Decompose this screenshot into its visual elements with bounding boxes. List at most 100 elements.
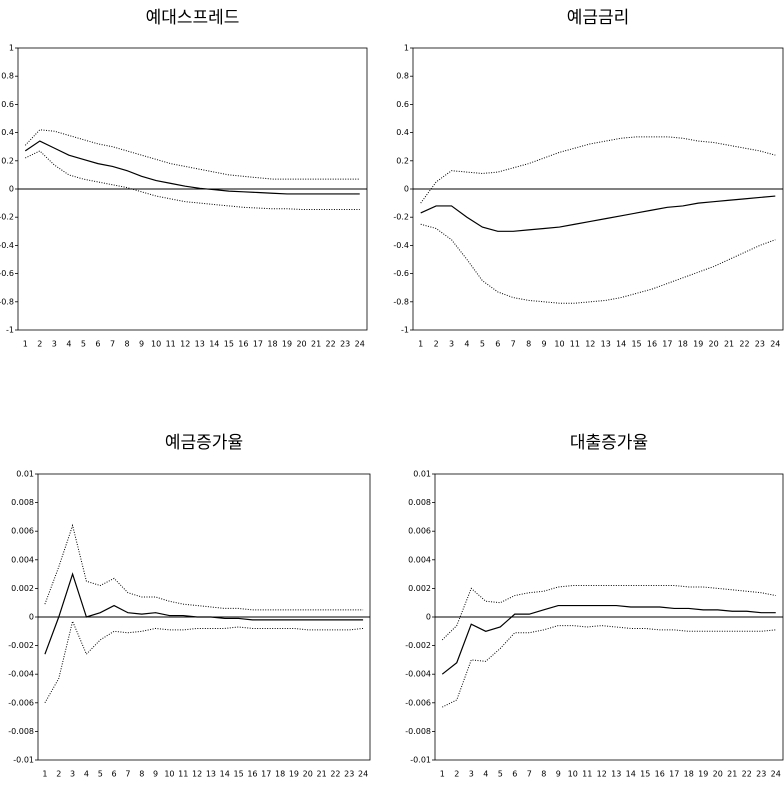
- chart-title: 예대스프레드: [146, 8, 240, 28]
- x-tick-label: 2: [454, 770, 459, 779]
- x-tick-label: 5: [498, 770, 503, 779]
- y-tick-label: 0.4: [396, 128, 409, 137]
- y-tick-label: 0.8: [1, 72, 14, 81]
- x-tick-label: 23: [344, 770, 354, 779]
- y-tick-label: -0.6: [0, 269, 14, 278]
- x-tick-label: 23: [340, 340, 350, 349]
- y-tick-label: 0.008: [408, 498, 431, 507]
- x-tick-label: 15: [631, 340, 641, 349]
- x-tick-label: 13: [206, 770, 216, 779]
- x-tick-label: 8: [125, 340, 130, 349]
- x-tick-label: 6: [495, 340, 500, 349]
- response-line: [420, 195, 776, 232]
- x-tick-label: 24: [771, 770, 781, 779]
- x-tick-label: 11: [166, 340, 176, 349]
- x-tick-label: 20: [709, 340, 719, 349]
- x-tick-label: 11: [582, 770, 592, 779]
- x-tick-label: 2: [56, 770, 61, 779]
- x-tick-label: 17: [669, 770, 679, 779]
- x-tick-label: 2: [37, 340, 42, 349]
- x-tick-label: 19: [698, 770, 708, 779]
- x-tick-label: 21: [727, 770, 737, 779]
- y-tick-label: -0.002: [8, 641, 34, 650]
- y-tick-label: -0.8: [393, 297, 409, 306]
- y-tick-label: -0.008: [405, 727, 431, 736]
- x-tick-label: 1: [418, 340, 423, 349]
- y-tick-label: 1: [404, 44, 409, 53]
- x-tick-label: 18: [678, 340, 688, 349]
- band-line: [44, 523, 364, 611]
- band-line: [441, 585, 776, 641]
- band-line: [420, 136, 776, 204]
- x-tick-label: 10: [568, 770, 578, 779]
- band-line: [442, 625, 776, 708]
- y-tick-label: -0.2: [0, 213, 14, 222]
- y-tick-label: 0.004: [408, 555, 431, 564]
- x-tick-label: 13: [195, 340, 205, 349]
- y-tick-label: -0.006: [405, 698, 431, 707]
- y-tick-label: -0.4: [0, 241, 14, 250]
- x-tick-label: 24: [355, 340, 365, 349]
- x-tick-label: 16: [647, 340, 657, 349]
- y-tick-label: 0.01: [413, 470, 431, 479]
- x-tick-label: 9: [541, 340, 546, 349]
- x-tick-label: 17: [662, 340, 672, 349]
- x-tick-label: 22: [739, 340, 749, 349]
- x-tick-label: 5: [81, 340, 86, 349]
- y-tick-label: 0: [426, 613, 431, 622]
- y-tick-label: -0.004: [405, 670, 431, 679]
- x-tick-label: 3: [70, 770, 75, 779]
- x-tick-label: 22: [326, 340, 336, 349]
- y-tick-label: 0.4: [1, 128, 14, 137]
- chart-title: 예금금리: [567, 8, 630, 28]
- y-tick-label: 0.004: [11, 555, 34, 564]
- x-tick-label: 16: [247, 770, 257, 779]
- y-tick-label: -0.008: [8, 727, 34, 736]
- x-tick-label: 1: [42, 770, 47, 779]
- x-tick-label: 12: [585, 340, 595, 349]
- x-tick-label: 19: [282, 340, 292, 349]
- x-tick-label: 7: [511, 340, 516, 349]
- x-tick-label: 23: [756, 770, 766, 779]
- x-tick-label: 4: [84, 770, 89, 779]
- x-tick-label: 11: [570, 340, 580, 349]
- y-tick-label: -0.002: [405, 641, 431, 650]
- x-tick-label: 22: [742, 770, 752, 779]
- band-line: [420, 223, 776, 304]
- x-tick-label: 4: [66, 340, 71, 349]
- y-tick-label: 0.6: [396, 100, 409, 109]
- x-tick-label: 18: [267, 340, 277, 349]
- y-tick-label: 0.2: [1, 156, 14, 165]
- x-tick-label: 22: [330, 770, 340, 779]
- x-tick-label: 14: [220, 770, 230, 779]
- y-tick-label: 0.6: [1, 100, 14, 109]
- x-tick-label: 10: [554, 340, 564, 349]
- x-tick-label: 1: [440, 770, 445, 779]
- x-tick-label: 9: [556, 770, 561, 779]
- x-tick-label: 16: [655, 770, 665, 779]
- y-tick-label: 1: [9, 44, 14, 53]
- y-tick-label: -0.01: [13, 756, 34, 765]
- x-tick-label: 15: [233, 770, 243, 779]
- band-line: [25, 150, 360, 210]
- y-tick-label: 0.002: [408, 584, 431, 593]
- x-tick-label: 3: [469, 770, 474, 779]
- x-tick-label: 20: [303, 770, 313, 779]
- x-tick-label: 6: [112, 770, 117, 779]
- x-tick-label: 12: [192, 770, 202, 779]
- x-tick-label: 9: [139, 340, 144, 349]
- y-tick-label: -0.6: [393, 269, 409, 278]
- x-tick-label: 7: [110, 340, 115, 349]
- x-tick-label: 13: [601, 340, 611, 349]
- response-line: [441, 604, 776, 675]
- y-tick-label: 0.002: [11, 584, 34, 593]
- x-tick-label: 14: [616, 340, 626, 349]
- y-tick-label: -0.8: [0, 297, 14, 306]
- chart-title: 대출증가율: [570, 433, 648, 453]
- x-tick-label: 12: [180, 340, 190, 349]
- y-tick-label: 0.01: [16, 470, 34, 479]
- x-tick-label: 3: [449, 340, 454, 349]
- y-tick-label: -0.004: [8, 670, 34, 679]
- x-tick-label: 23: [755, 340, 765, 349]
